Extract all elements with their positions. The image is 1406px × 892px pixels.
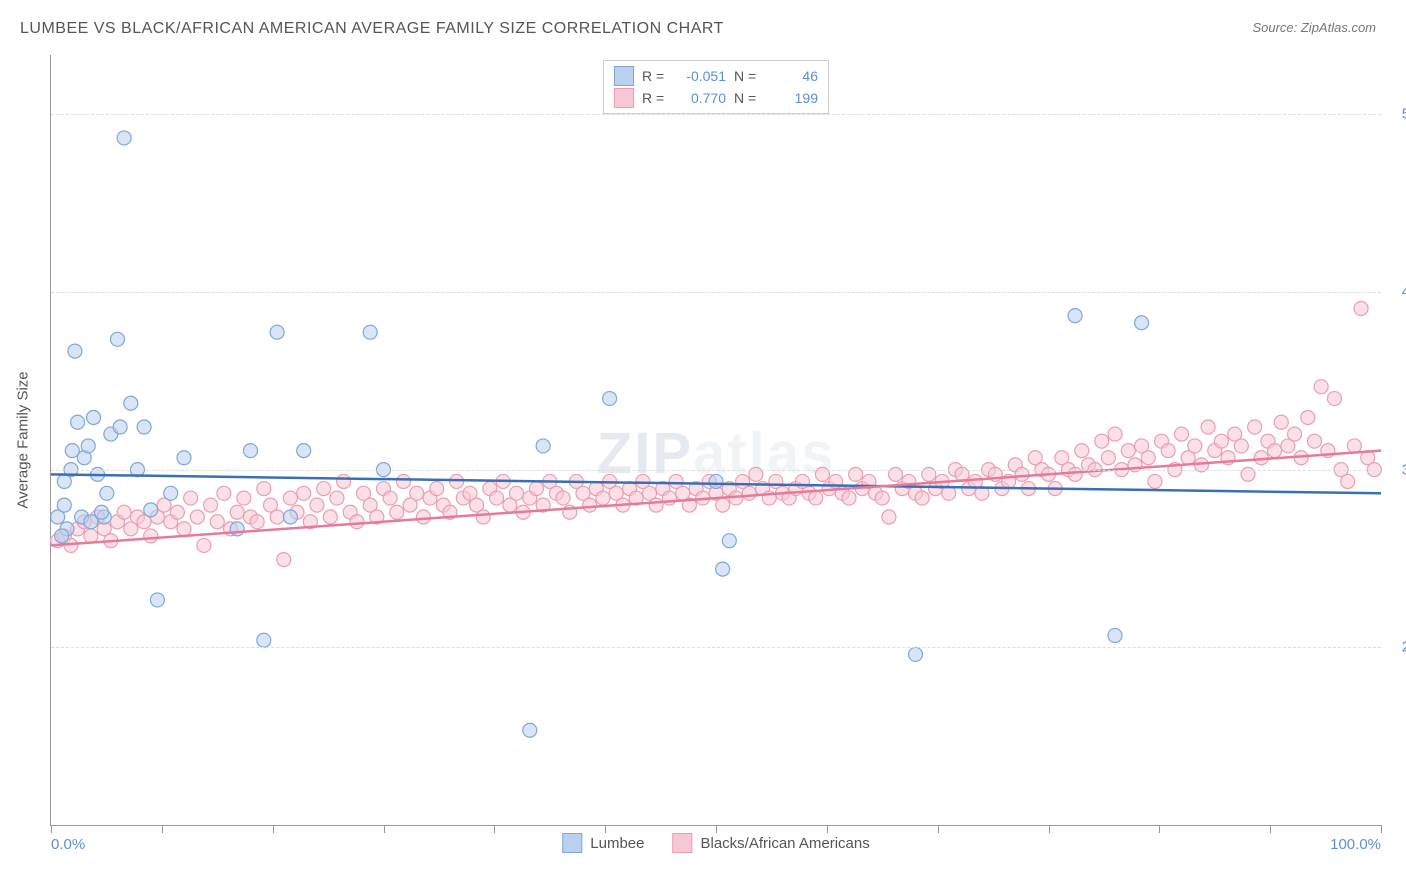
legend-label-black: Blacks/African Americans (700, 835, 869, 852)
legend-r-label: R = (642, 90, 670, 106)
y-axis-label: Average Family Size (15, 371, 32, 508)
x-tick (716, 825, 717, 833)
legend-bottom: Lumbee Blacks/African Americans (562, 833, 869, 853)
y-tick-label: 3.50 (1386, 461, 1406, 478)
x-tick-label: 0.0% (51, 836, 85, 853)
y-tick-label: 2.75 (1386, 639, 1406, 656)
grid-line (51, 647, 1381, 648)
grid-line (51, 114, 1381, 115)
legend-label-lumbee: Lumbee (590, 835, 644, 852)
swatch-black-bottom (672, 833, 692, 853)
legend-n-label: N = (734, 68, 762, 84)
legend-r-value-lumbee: -0.051 (678, 68, 726, 84)
legend-n-value-lumbee: 46 (770, 68, 818, 84)
swatch-lumbee (614, 66, 634, 86)
x-tick (1381, 825, 1382, 833)
x-tick (273, 825, 274, 833)
x-tick (1270, 825, 1271, 833)
legend-bottom-black: Blacks/African Americans (672, 833, 869, 853)
grid-line (51, 470, 1381, 471)
grid-line (51, 292, 1381, 293)
x-tick (938, 825, 939, 833)
x-tick (51, 825, 52, 833)
x-tick (384, 825, 385, 833)
y-tick-label: 4.25 (1386, 283, 1406, 300)
x-tick (1049, 825, 1050, 833)
x-tick-label: 100.0% (1330, 836, 1381, 853)
swatch-black (614, 88, 634, 108)
legend-row-lumbee: R = -0.051 N = 46 (614, 65, 818, 87)
legend-row-black: R = 0.770 N = 199 (614, 87, 818, 109)
legend-r-label: R = (642, 68, 670, 84)
legend-bottom-lumbee: Lumbee (562, 833, 644, 853)
source-label: Source: ZipAtlas.com (1252, 20, 1376, 35)
x-tick (605, 825, 606, 833)
y-tick-label: 5.00 (1386, 106, 1406, 123)
legend-n-value-black: 199 (770, 90, 818, 106)
legend-r-value-black: 0.770 (678, 90, 726, 106)
legend-top: R = -0.051 N = 46 R = 0.770 N = 199 (603, 60, 829, 114)
plot-area: ZIPatlas R = -0.051 N = 46 R = 0.770 N =… (50, 55, 1381, 826)
x-tick (494, 825, 495, 833)
chart-title: LUMBEE VS BLACK/AFRICAN AMERICAN AVERAGE… (20, 20, 724, 38)
x-tick (1159, 825, 1160, 833)
chart-svg (51, 55, 1381, 825)
swatch-lumbee-bottom (562, 833, 582, 853)
legend-n-label: N = (734, 90, 762, 106)
x-tick (162, 825, 163, 833)
x-tick (827, 825, 828, 833)
